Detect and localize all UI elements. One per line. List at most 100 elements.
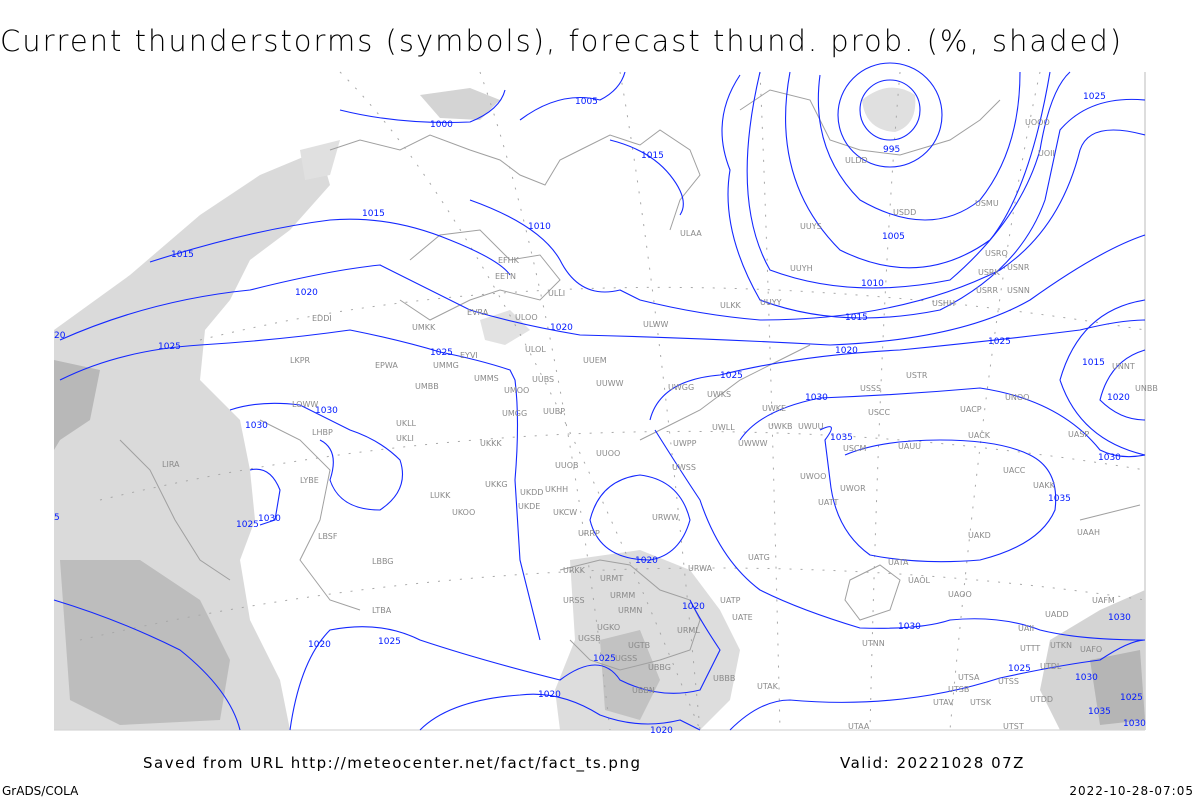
station-label: USNR xyxy=(1007,263,1030,272)
station-label: UWKE xyxy=(762,404,786,413)
station-label: UTSB xyxy=(948,685,969,694)
station-label: UWOR xyxy=(840,484,866,493)
station-label: USRO xyxy=(985,249,1008,258)
station-label: UWKS xyxy=(707,390,731,399)
station-label: USRK xyxy=(978,268,1000,277)
station-label: UAII xyxy=(1018,624,1034,633)
isobar-label: 1010 xyxy=(528,222,551,232)
station-label: UUBS xyxy=(532,375,554,384)
isobar-label: 1020 xyxy=(835,346,858,356)
station-label: LBSF xyxy=(318,532,338,541)
isobar-label: 1025 xyxy=(1120,693,1143,703)
station-label: UUWW xyxy=(596,379,624,388)
isobar-label: 1020 xyxy=(1107,393,1130,403)
station-labels: ULAA ULKK UUYY UUYH UUYS ULDD USDD USMU UOOO UOII… xyxy=(162,118,1158,731)
station-label: UATG xyxy=(748,553,770,562)
isobar-label: 1025 xyxy=(1008,664,1031,674)
isobar-label: 1000 xyxy=(430,120,453,130)
isobar-label: 1020 xyxy=(295,288,318,298)
isobar-labels: 1000100510159951010101510151020102010251… xyxy=(54,92,1146,736)
station-label: UWWW xyxy=(738,439,768,448)
isobar-label: 1015 xyxy=(362,209,385,219)
station-label: UKLL xyxy=(396,419,417,428)
station-label: UOOO xyxy=(1025,118,1050,127)
station-label: UAUU xyxy=(898,442,921,451)
station-label: UNNT xyxy=(1112,362,1135,371)
isobar-label: 1030 xyxy=(315,406,338,416)
station-label: UATP xyxy=(720,596,741,605)
isobar-label: 1015 xyxy=(1082,358,1105,368)
station-label: UNBB xyxy=(1135,384,1158,393)
station-label: UTSA xyxy=(958,673,980,682)
isobar-label: 5 xyxy=(54,513,60,523)
software-credit: GrADS/COLA xyxy=(2,784,79,798)
station-label: URSS xyxy=(563,596,585,605)
isobar-label: 995 xyxy=(883,145,900,155)
station-label: UKDD xyxy=(520,488,543,497)
station-label: UKLI xyxy=(396,434,414,443)
station-label: UUYS xyxy=(800,222,822,231)
isobar-label: 1035 xyxy=(830,433,853,443)
station-label: LYBE xyxy=(300,476,319,485)
station-label: USMU xyxy=(975,199,999,208)
station-label: USDD xyxy=(893,208,916,217)
isobar-label: 1025 xyxy=(988,337,1011,347)
station-label: ULOL xyxy=(525,345,546,354)
station-label: UKKK xyxy=(480,439,502,448)
station-label: UKKG xyxy=(485,480,508,489)
station-label: URRP xyxy=(578,529,600,538)
station-label: UBBB xyxy=(713,674,735,683)
station-label: UTSS xyxy=(998,677,1019,686)
isobar-label: 1025 xyxy=(236,520,259,530)
generated-timestamp: 2022-10-28-07:05 xyxy=(1069,784,1194,798)
station-label: UTST xyxy=(1003,722,1024,731)
station-label: UKHH xyxy=(545,485,568,494)
station-label: USCC xyxy=(868,408,891,417)
isobar-label: 1020 xyxy=(650,726,673,736)
station-label: UTNN xyxy=(862,639,885,648)
isobar-label: 1020 xyxy=(635,556,658,566)
station-label: UUEM xyxy=(583,356,607,365)
station-label: UNOO xyxy=(1005,393,1029,402)
station-label: LHBP xyxy=(312,428,333,437)
station-label: EVRA xyxy=(467,308,489,317)
station-label: UUYH xyxy=(790,264,813,273)
isobar-label: 1030 xyxy=(245,421,268,431)
station-label: EFHK xyxy=(498,256,520,265)
isobar-label: 1025 xyxy=(593,654,616,664)
station-label: UMMG xyxy=(433,361,459,370)
station-label: EDDI xyxy=(312,314,332,323)
isobar-label: 1015 xyxy=(641,151,664,161)
station-label: UKCW xyxy=(553,508,577,517)
isobar-label: 1035 xyxy=(1088,707,1111,717)
station-label: UTSK xyxy=(970,698,992,707)
station-label: UWLL xyxy=(712,423,735,432)
station-label: UGKO xyxy=(597,623,620,632)
station-label: UAAH xyxy=(1077,528,1100,537)
station-label: UMGG xyxy=(502,409,527,418)
isobar-label: 1025 xyxy=(378,637,401,647)
isobar-label: 1015 xyxy=(171,250,194,260)
isobars xyxy=(53,62,1146,731)
station-label: UWUU xyxy=(798,422,824,431)
isobar-label: 1030 xyxy=(805,393,828,403)
station-label: UAFO xyxy=(1080,645,1102,654)
isobar-label: 1030 xyxy=(258,514,281,524)
station-label: UTAA xyxy=(848,722,870,731)
station-label: UMOO xyxy=(504,386,529,395)
station-label: UTAK xyxy=(757,682,779,691)
station-label: ULAA xyxy=(680,229,702,238)
graticule xyxy=(79,71,1146,731)
map-title: Current thunderstorms (symbols), forecas… xyxy=(0,24,1124,58)
isobar-label: 1020 xyxy=(682,602,705,612)
station-label: UAKD xyxy=(968,531,991,540)
station-label: UTKN xyxy=(1050,641,1072,650)
station-label: UACK xyxy=(968,431,991,440)
station-label: UWKB xyxy=(768,422,793,431)
station-label: ULOO xyxy=(515,313,538,322)
valid-time-text: Valid: 20221028 07Z xyxy=(840,754,1025,772)
isobar-label: 1005 xyxy=(575,97,598,107)
station-label: UBBN xyxy=(632,686,655,695)
station-label: EPWA xyxy=(375,361,398,370)
station-label: USTR xyxy=(906,371,928,380)
